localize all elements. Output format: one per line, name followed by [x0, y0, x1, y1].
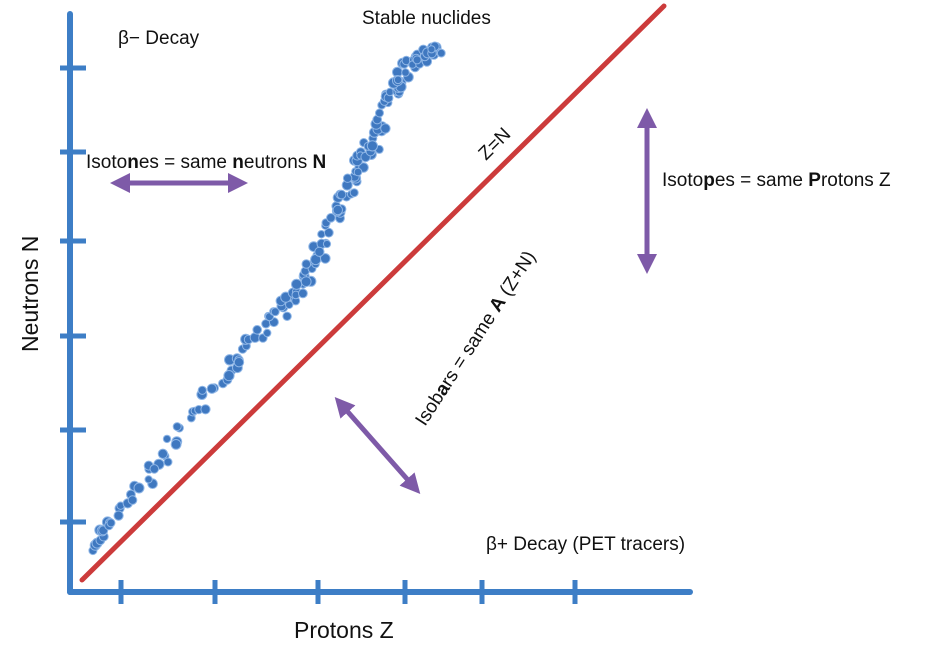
beta-minus-label: β− Decay: [118, 28, 200, 49]
nuclide-dot: [323, 227, 334, 238]
nuclide-dot: [291, 278, 303, 290]
nuclide-dot: [144, 475, 153, 484]
nuclide-dot: [322, 239, 332, 249]
nuclide-dot: [206, 383, 218, 394]
isotones-label-bold: N: [313, 152, 327, 173]
nuclide-dot: [317, 230, 326, 239]
nuclide-dot: [252, 325, 263, 335]
nuclide-dot: [223, 370, 235, 382]
stable-nuclides-label: Stable nuclides: [362, 8, 491, 29]
nuclide-dot: [233, 357, 245, 368]
isobars-label-part: rs = same: [437, 304, 503, 390]
nuclide-dot: [162, 434, 172, 444]
nuclide-dot: [133, 482, 145, 494]
isotopes-label-part: Isoto: [662, 170, 703, 191]
nuclide-dot: [393, 75, 403, 85]
x-axis-label: Protons Z: [294, 617, 394, 643]
stable-nuclide-band: [88, 41, 446, 556]
nuclide-dot: [200, 404, 211, 415]
nuclide-dot: [298, 288, 308, 299]
nuclide-dot: [314, 246, 325, 257]
isobars-label-part: (Z+N): [493, 247, 540, 304]
nuclide-dot: [349, 188, 359, 198]
nuclide-dot: [320, 253, 331, 264]
isotopes-label-bold: P: [808, 170, 821, 191]
nuclide-dot: [427, 45, 436, 54]
nuclide-dot: [342, 173, 353, 183]
isotones-label-part: eutrons: [244, 152, 313, 173]
nuclide-dot: [197, 385, 207, 395]
nuclide-dot: [412, 55, 422, 65]
nuclide-dot: [106, 518, 116, 528]
nuclide-dot: [282, 311, 292, 321]
y-axis-label: Neutrons N: [17, 236, 43, 352]
nuclide-dot: [263, 328, 272, 338]
isotones-label-bold: n: [127, 152, 139, 173]
isobars-label: Isobars = same A (Z+N): [412, 247, 541, 429]
z-equals-n-line: [79, 3, 667, 583]
isobars-arrow: [334, 397, 421, 494]
nuclide-dot: [127, 495, 138, 505]
axes: [60, 11, 693, 604]
nuclide-dot: [170, 439, 182, 450]
nuclide-dot: [301, 259, 312, 269]
nuclide-dot: [157, 448, 169, 459]
isotones-label-part: es = same: [139, 152, 232, 173]
nuclide-dot: [436, 48, 446, 58]
nuclide-dot: [332, 204, 343, 216]
nuclide-dot: [172, 422, 182, 432]
nuclide-dot: [375, 108, 384, 118]
nuclide-dot: [300, 276, 312, 288]
nuclide-dot: [353, 167, 363, 177]
isotones-label-bold: n: [232, 152, 244, 173]
isotopes-label-part: es = same: [715, 170, 808, 191]
nuclide-dot: [401, 68, 410, 77]
nuclide-dot: [270, 307, 280, 317]
nuclide-dot: [149, 464, 160, 474]
nuclide-dot: [380, 123, 391, 134]
isotones-label: Isotones = same neutrons N: [86, 152, 326, 173]
arrows: [110, 108, 657, 494]
isotopes-label-part: rotons Z: [821, 170, 891, 191]
nuclide-dot: [163, 457, 173, 467]
nuclide-dot: [366, 140, 378, 152]
isotopes-label: Isotopes = same Protons Z: [662, 170, 891, 191]
isotones-label-part: Isoto: [86, 152, 127, 173]
nuclide-dot: [113, 510, 124, 521]
beta-plus-label: β+ Decay (PET tracers): [486, 534, 685, 555]
isotopes-label-bold: p: [703, 170, 715, 191]
nuclide-dot: [336, 189, 347, 200]
